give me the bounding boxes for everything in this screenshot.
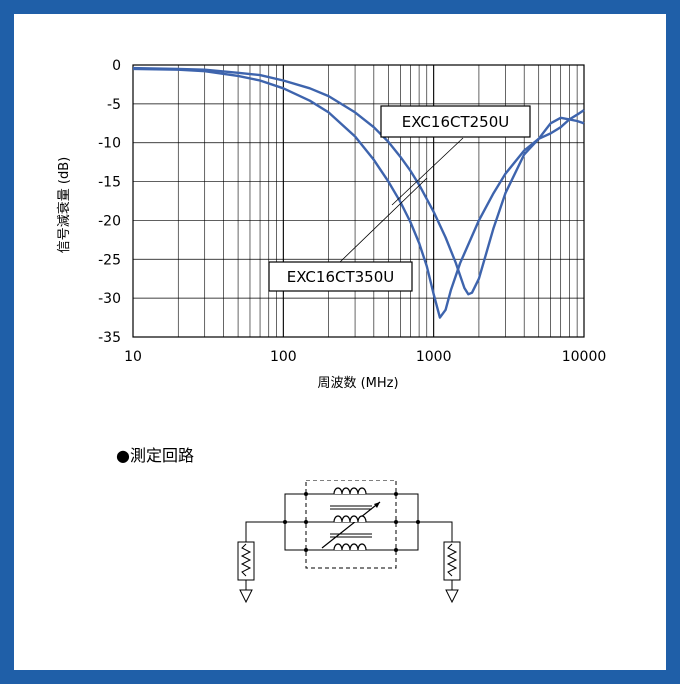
coil-2 bbox=[333, 515, 367, 523]
left-resistor-box bbox=[237, 541, 255, 581]
callout-box-350u bbox=[268, 261, 413, 292]
series-line-exc16ct350u bbox=[132, 67, 585, 319]
x-tick-label: 10000 bbox=[562, 349, 607, 365]
series-line-exc16ct250u bbox=[132, 66, 585, 296]
y-tick-labels: 0 -5 -10 -15 -20 -25 -30 -35 bbox=[98, 58, 121, 346]
y-tick-label: -5 bbox=[107, 97, 121, 113]
coil-1 bbox=[333, 487, 367, 495]
right-resistor-zigzag bbox=[446, 543, 458, 577]
junction-dot bbox=[283, 520, 287, 524]
right-resistor-box bbox=[443, 541, 461, 581]
callout-label-350u: EXC16CT350U bbox=[287, 268, 394, 286]
junction-dot bbox=[304, 520, 308, 524]
left-resistor-zigzag bbox=[240, 543, 252, 577]
x-axis-label: 周波数 (MHz) bbox=[317, 376, 398, 391]
junction-dot bbox=[416, 520, 420, 524]
plot-area-border bbox=[132, 64, 585, 338]
left-link-1 bbox=[284, 493, 306, 523]
x-tick-labels: 10 100 1000 10000 bbox=[124, 349, 606, 365]
x-tick-label: 10 bbox=[124, 349, 142, 365]
junction-dot bbox=[394, 520, 398, 524]
series-layer bbox=[132, 66, 585, 319]
attenuation-chart: 0 -5 -10 -15 -20 -25 -30 -35 10 100 1000 10000 EXC… bbox=[56, 58, 606, 391]
y-tick-label: -15 bbox=[98, 175, 121, 191]
right-port-wire bbox=[418, 521, 453, 542]
y-tick-label: 0 bbox=[112, 58, 121, 74]
callout-box-250u bbox=[380, 105, 531, 138]
y-tick-label: -10 bbox=[98, 136, 121, 152]
right-link-2 bbox=[396, 522, 419, 551]
x-tick-label: 100 bbox=[270, 349, 297, 365]
right-ground-symbol bbox=[445, 589, 459, 604]
callout-label-250u: EXC16CT250U bbox=[402, 113, 509, 131]
diagonal-arrowhead bbox=[374, 502, 380, 508]
y-tick-label: -35 bbox=[98, 330, 121, 346]
y-tick-label: -25 bbox=[98, 252, 121, 268]
y-axis-label: 信号減衰量 (dB) bbox=[56, 157, 72, 253]
junction-dot bbox=[394, 492, 398, 496]
measurement-circuit-diagram bbox=[237, 480, 461, 604]
callout-leader-350u bbox=[339, 177, 428, 263]
left-port-wire bbox=[245, 521, 285, 542]
circuit-heading: ●測定回路 bbox=[116, 446, 194, 465]
junction-dot bbox=[304, 492, 308, 496]
left-link-2 bbox=[284, 522, 306, 551]
junction-dot bbox=[394, 548, 398, 552]
y-tick-label: -30 bbox=[98, 291, 121, 307]
left-ground-symbol bbox=[239, 589, 253, 604]
x-tick-label: 1000 bbox=[416, 349, 452, 365]
right-link-1 bbox=[396, 493, 419, 523]
junction-dot bbox=[304, 548, 308, 552]
y-tick-label: -20 bbox=[98, 213, 121, 229]
callout-leader-250u bbox=[391, 137, 464, 206]
diagonal-arrow bbox=[321, 501, 381, 549]
coil-3 bbox=[333, 543, 367, 551]
